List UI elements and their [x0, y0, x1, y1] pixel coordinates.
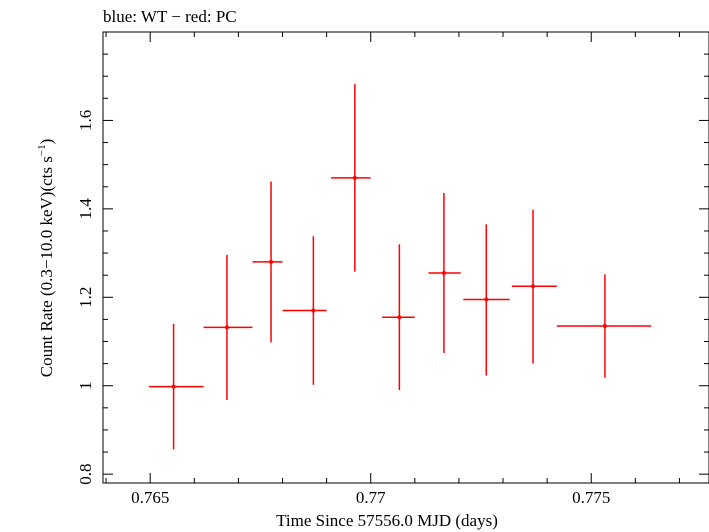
- data-point: [282, 236, 327, 385]
- axis-ticks: 0.765 0.77 0.775 0.8 1 1.2 1.4 1.6: [76, 31, 709, 507]
- plot-frame: [102, 31, 709, 484]
- data-point: [428, 192, 461, 354]
- y-axis-label-exponent: −1: [36, 144, 48, 156]
- data-marker: [441, 270, 446, 275]
- y-axis-label: Count Rate (0.3−10.0 keV)(cts s−1): [36, 139, 56, 378]
- x-tick-label: 0.765: [131, 488, 169, 507]
- data-point: [148, 323, 204, 450]
- y-tick-label: 1.6: [76, 110, 95, 131]
- data-marker: [484, 297, 489, 302]
- data-point: [556, 274, 652, 378]
- data-point: [331, 84, 371, 272]
- data-marker: [531, 284, 536, 289]
- y-tick-label: 0.8: [76, 464, 95, 485]
- data-marker: [602, 324, 607, 329]
- data-marker: [352, 175, 357, 180]
- data-marker: [171, 384, 176, 389]
- data-point: [511, 209, 557, 364]
- data-point: [252, 181, 283, 343]
- y-tick-label: 1: [76, 381, 95, 390]
- x-tick-label: 0.775: [572, 488, 610, 507]
- data-marker: [311, 308, 316, 313]
- data-point: [203, 254, 253, 400]
- data-marker: [224, 325, 229, 330]
- data-point: [463, 224, 510, 376]
- data-marker: [269, 259, 274, 264]
- y-tick-label: 1.4: [76, 198, 95, 220]
- data-series-pc: [148, 84, 652, 450]
- data-marker: [397, 315, 402, 320]
- x-axis-label: Time Since 57556.0 MJD (days): [276, 511, 498, 530]
- y-tick-label: 1.2: [76, 287, 95, 308]
- data-point: [382, 244, 415, 391]
- chart-title: blue: WT − red: PC: [103, 7, 237, 26]
- x-tick-label: 0.77: [356, 488, 386, 507]
